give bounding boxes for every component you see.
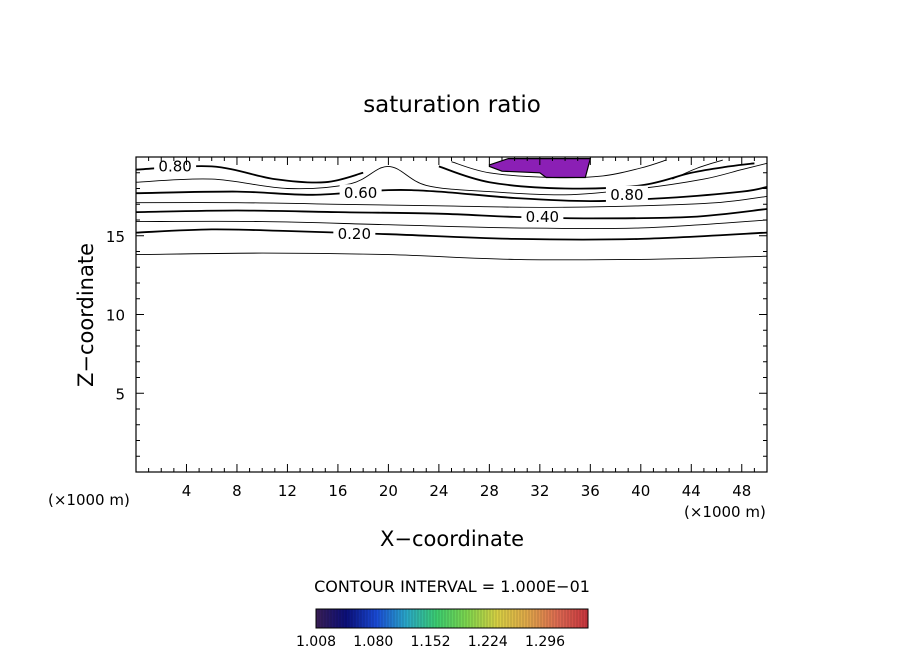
x-unit-label-left: (×1000 m) [48, 491, 130, 509]
chart-title: saturation ratio [363, 92, 541, 118]
colorbar-label: 1.152 [410, 634, 450, 650]
y-tick-label: 15 [106, 228, 125, 246]
contour-line-3 [136, 219, 767, 230]
y-axis-label: Z−coordinate [74, 243, 98, 387]
colorbar-label: 1.008 [296, 634, 336, 650]
contour-label-4: 0.40 [526, 208, 559, 226]
contour-line-1 [136, 252, 767, 261]
x-tick-label: 12 [278, 482, 297, 500]
contour-label-9: 0.80 [610, 186, 643, 204]
colorbar-bar [315, 608, 589, 629]
x-tick-label: 4 [182, 482, 192, 500]
contour-label-bg-2 [333, 225, 376, 243]
contour-line-7 [136, 162, 767, 196]
y-tick-label: 10 [106, 307, 125, 325]
contour-label-bg-4 [521, 207, 564, 225]
plot-frame [135, 156, 768, 473]
contour-labels: 0.20 0.40 0.60 0.80 0.80 [154, 157, 648, 243]
x-axis-label: X−coordinate [380, 527, 524, 551]
contour-label-2: 0.20 [338, 225, 371, 243]
x-tick-label: 40 [631, 482, 650, 500]
contour-label-bg-9 [605, 185, 648, 203]
x-tick-label: 36 [581, 482, 600, 500]
x-tick-label: 32 [530, 482, 549, 500]
y-tick-label: 5 [115, 385, 125, 403]
x-unit-label-right: (×1000 m) [684, 503, 766, 521]
x-tick-label: 48 [732, 482, 751, 500]
colorbar-label: 1.224 [468, 634, 508, 650]
x-tick-label: 8 [232, 482, 242, 500]
contour-line-11 [672, 159, 723, 180]
colorbar-label: 1.080 [353, 634, 393, 650]
contour-line-4 [136, 208, 767, 220]
contour-lines [136, 159, 767, 261]
contour-label-6: 0.60 [344, 184, 377, 202]
x-tick-label: 20 [379, 482, 398, 500]
colorbar: 1.008 1.080 1.152 1.224 1.296 [296, 608, 589, 650]
contour-label-bg-8 [154, 157, 197, 175]
contour-interval-text: CONTOUR INTERVAL = 1.000E−01 [314, 577, 590, 596]
contour-line-5 [136, 195, 767, 208]
contour-label-bg-6 [339, 184, 382, 202]
x-tick-label: 24 [429, 482, 448, 500]
x-tick-label: 44 [682, 482, 701, 500]
contour-line-9 [438, 162, 755, 190]
colorbar-label: 1.296 [525, 634, 565, 650]
x-tick-label: 28 [480, 482, 499, 500]
contour-label-8: 0.80 [158, 157, 191, 175]
contour-line-10 [451, 159, 667, 179]
contour-line-6 [136, 186, 767, 203]
x-tick-label: 16 [328, 482, 347, 500]
contour-line-2 [136, 228, 767, 241]
